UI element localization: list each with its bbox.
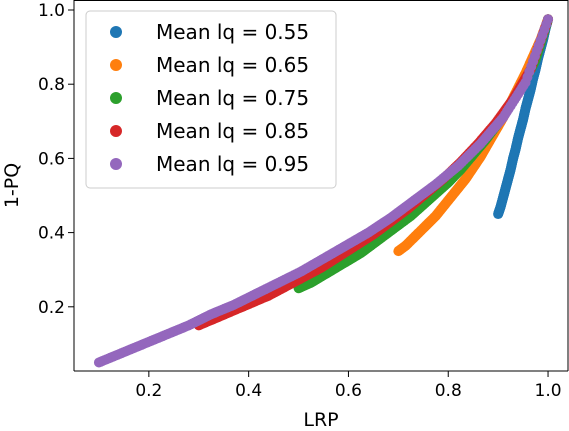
axes: 0.2 0.4 0.6 0.8 1.0 0.2 0.4 0.6 0.8 1.0 [38,0,569,401]
x-tick-label: 0.4 [235,381,262,401]
x-tick-label: 1.0 [535,381,562,401]
x-tick-label: 0.8 [435,381,462,401]
legend-marker [110,125,122,137]
legend-marker [110,59,122,71]
x-tick-label: 0.6 [335,381,362,401]
y-tick-label: 0.6 [38,149,65,169]
x-tick-label: 0.2 [135,381,162,401]
legend-marker [110,92,122,104]
legend: Mean lq = 0.55 Mean lq = 0.65 Mean lq = 0.… [85,10,337,189]
series-0.95 [93,14,554,368]
x-axis-label: LRP [303,409,338,431]
series-0.65 [393,14,554,257]
y-tick-label: 1.0 [38,1,65,21]
data-point [543,14,554,25]
y-axis-label: 1-PQ [1,163,23,208]
series-0.55 [493,14,554,220]
plot-area [93,14,554,368]
legend-label: Mean lq = 0.75 [156,86,309,110]
legend-box [85,10,337,189]
legend-label: Mean lq = 0.95 [156,152,309,176]
y-tick-label: 0.8 [38,75,65,95]
legend-label: Mean lq = 0.85 [156,119,309,143]
legend-label: Mean lq = 0.55 [156,20,309,44]
y-tick-label: 0.4 [38,224,65,244]
y-tick-label: 0.2 [38,298,65,318]
legend-marker [110,158,122,170]
legend-label: Mean lq = 0.65 [156,53,309,77]
legend-marker [110,26,122,38]
